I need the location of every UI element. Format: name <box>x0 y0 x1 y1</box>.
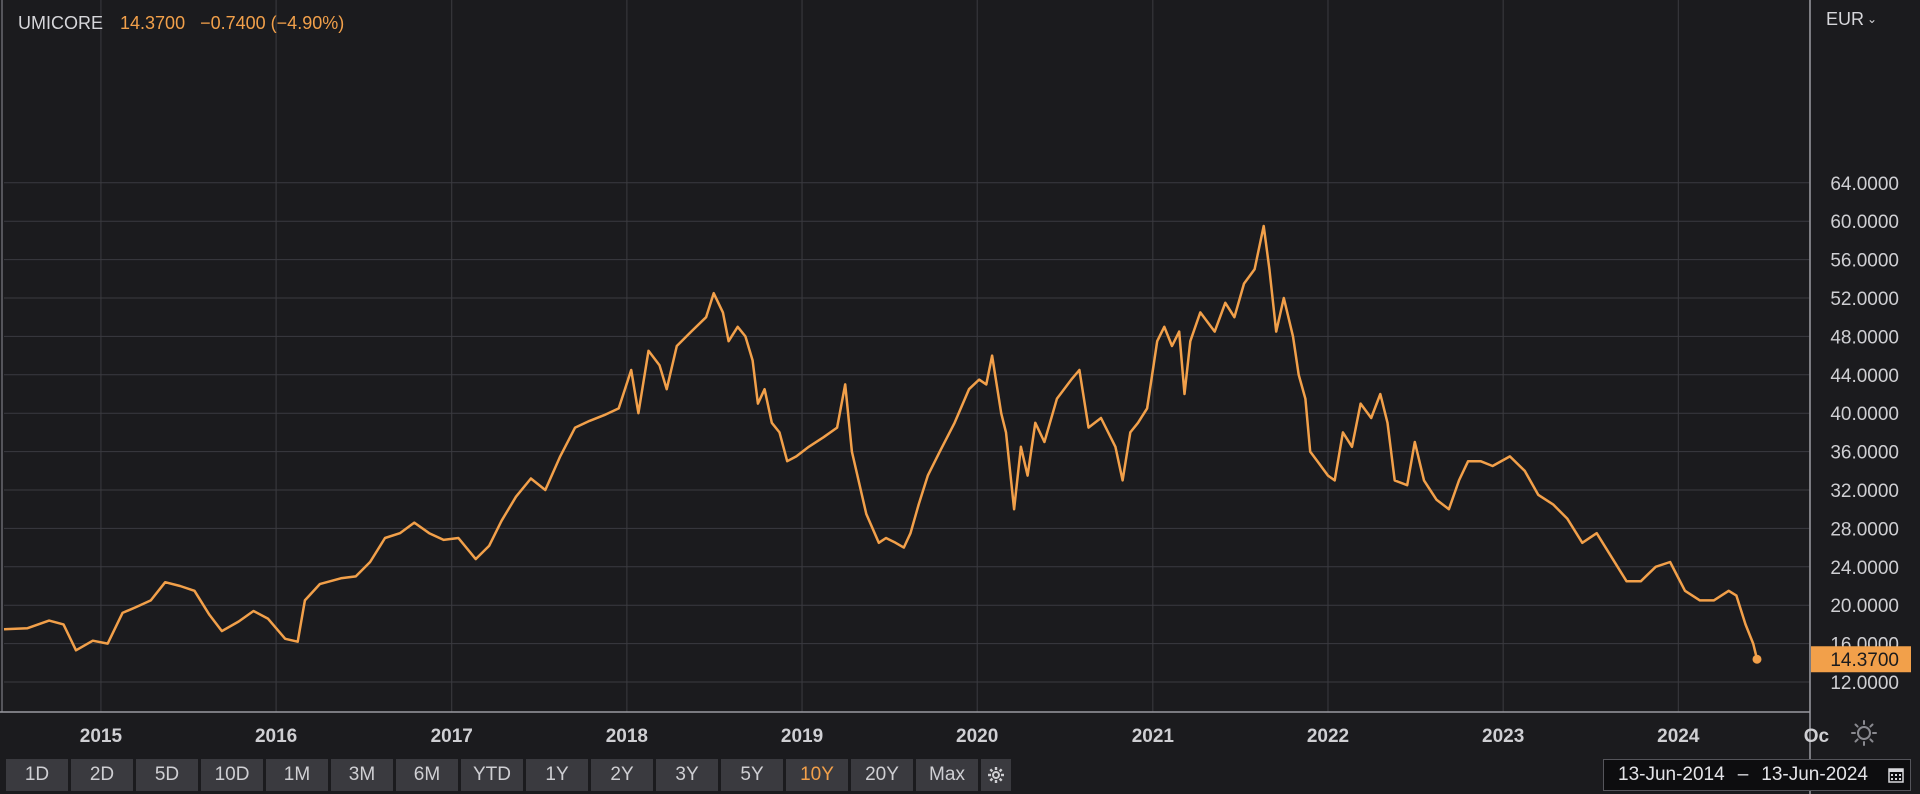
y-tick-label: 12.0000 <box>1830 673 1899 694</box>
y-tick-label: 64.0000 <box>1830 174 1899 195</box>
currency-selector[interactable]: EUR ⌄ <box>1826 9 1877 30</box>
last-price: 14.3700 <box>120 13 186 33</box>
y-tick-label: 60.0000 <box>1830 212 1899 233</box>
instrument-symbol: UMICORE <box>18 13 103 33</box>
date-range-start: 13-Jun-2014 <box>1618 764 1725 785</box>
x-tick-label: 2023 <box>1482 726 1524 747</box>
price-line <box>3 224 1759 660</box>
last-price-marker <box>1752 654 1762 664</box>
range-button-20y[interactable]: 20Y <box>851 759 913 791</box>
x-tick-label: 2017 <box>431 726 473 747</box>
range-button-1m[interactable]: 1M <box>266 759 328 791</box>
last-value-label: 14.3700 <box>1830 650 1899 671</box>
x-tick-label: 2022 <box>1307 726 1349 747</box>
y-tick-label: 56.0000 <box>1830 251 1899 272</box>
range-button-1d[interactable]: 1D <box>6 759 68 791</box>
y-tick-label: 52.0000 <box>1830 289 1899 310</box>
x-tick-label: 2019 <box>781 726 823 747</box>
price-change: −0.7400 (−4.90%) <box>200 13 345 33</box>
range-button-1y[interactable]: 1Y <box>526 759 588 791</box>
date-range-separator: – <box>1737 764 1749 785</box>
range-button-bar: 1D 2D 5D 10D 1M 3M 6M YTD 1Y 2Y 3Y 5Y 10Y 20Y Max <box>6 759 1011 791</box>
range-button-3m[interactable]: 3M <box>331 759 393 791</box>
range-button-2d[interactable]: 2D <box>71 759 133 791</box>
calendar-icon[interactable] <box>1888 767 1904 783</box>
x-tick-label: 2016 <box>255 726 297 747</box>
range-button-10d[interactable]: 10D <box>201 759 263 791</box>
last-value-badge <box>1811 646 1911 673</box>
chart-header: UMICORE 14.3700 −0.7400 (−4.90%) <box>18 13 354 34</box>
y-tick-label: 20.0000 <box>1830 596 1899 617</box>
range-button-2y[interactable]: 2Y <box>591 759 653 791</box>
range-button-5y[interactable]: 5Y <box>721 759 783 791</box>
range-button-5d[interactable]: 5D <box>136 759 198 791</box>
y-tick-label: 36.0000 <box>1830 443 1899 464</box>
range-button-max[interactable]: Max <box>916 759 978 791</box>
range-button-3y[interactable]: 3Y <box>656 759 718 791</box>
range-button-6m[interactable]: 6M <box>396 759 458 791</box>
x-tick-label: 2021 <box>1132 726 1175 747</box>
y-tick-label: 48.0000 <box>1830 327 1899 348</box>
x-tick-label: 2015 <box>80 726 123 747</box>
range-button-10y[interactable]: 10Y <box>786 759 848 791</box>
chevron-down-icon: ⌄ <box>1867 12 1878 26</box>
currency-label: EUR <box>1826 9 1865 29</box>
x-tick-label: Oc <box>1804 726 1830 747</box>
x-tick-label: 2018 <box>606 726 648 747</box>
y-tick-label: 44.0000 <box>1830 366 1899 387</box>
date-range-picker[interactable]: 13-Jun-2014 – 13-Jun-2024 <box>1603 759 1911 791</box>
gear-icon[interactable] <box>981 759 1011 791</box>
y-tick-label: 24.0000 <box>1830 558 1899 579</box>
sun-gear-icon[interactable] <box>1849 718 1879 748</box>
range-button-ytd[interactable]: YTD <box>461 759 523 791</box>
y-tick-label: 28.0000 <box>1830 519 1899 540</box>
y-tick-label: 32.0000 <box>1830 481 1899 502</box>
y-tick-label: 40.0000 <box>1830 404 1899 425</box>
x-tick-label: 2024 <box>1657 726 1700 747</box>
x-tick-label: 2020 <box>956 726 998 747</box>
date-range-end: 13-Jun-2024 <box>1761 764 1868 785</box>
